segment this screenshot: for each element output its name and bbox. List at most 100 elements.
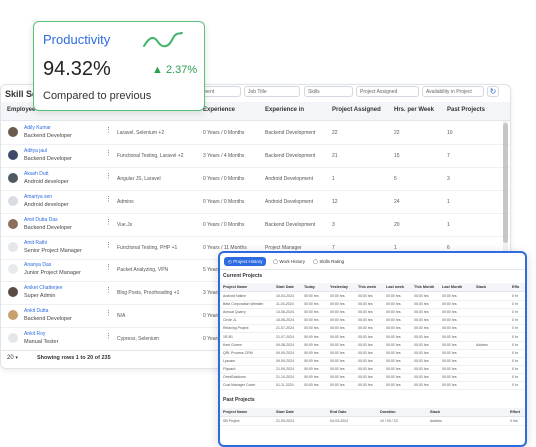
tab-project-history[interactable]: ◴ Project History	[224, 257, 267, 266]
filter-project-assigned-input[interactable]: Project Assigned	[356, 86, 419, 97]
productivity-change: ▲ 2.37%	[152, 64, 197, 76]
current-project-cell: 00:00 hrs	[358, 302, 373, 307]
current-project-cell: 0 hr	[512, 383, 519, 388]
cell-skills: Angular JS, Laravel	[117, 175, 161, 182]
table-row[interactable]: Akash Dutt Android developer ⋮ Angular JS, …	[1, 167, 510, 191]
current-project-cell: 00:00 hrs	[304, 334, 319, 339]
current-col-header[interactable]: Last week	[386, 285, 405, 289]
employee-role: Junior Project Manager	[24, 270, 81, 277]
current-project-cell: 00:00 hrs	[330, 350, 345, 355]
cell-skills: Admins	[117, 198, 134, 205]
current-project-cell: 00:00 hrs	[358, 326, 373, 331]
table-row[interactable]: Amit Dutta Das Backend Developer ⋮ Vue.Js 0 …	[1, 213, 510, 237]
current-col-header[interactable]: Stack	[476, 285, 487, 289]
more-vertical-icon[interactable]: ⋮	[105, 218, 112, 226]
current-project-cell: 0 hr	[512, 350, 519, 355]
current-project-cell: 00:00 hrs	[330, 375, 345, 379]
col-experience[interactable]: Experience	[203, 107, 236, 113]
more-vertical-icon[interactable]: ⋮	[105, 241, 112, 249]
table-row[interactable]: Adily Kumar Backend Developer ⋮ Laravel, Se…	[1, 121, 510, 145]
current-col-header[interactable]: Project Name	[223, 285, 248, 289]
past-col-header[interactable]: Stack	[430, 410, 441, 414]
cell-past: 3	[447, 175, 450, 182]
more-vertical-icon[interactable]: ⋮	[105, 287, 112, 295]
cell-hours: 20	[394, 221, 400, 228]
past-col-header[interactable]: End Date	[330, 410, 347, 414]
more-vertical-icon[interactable]: ⋮	[105, 264, 112, 272]
current-col-header[interactable]: This week	[358, 285, 377, 289]
table-row[interactable]: Amartya sen Android developer ⋮ Admins 0 Yea…	[1, 190, 510, 214]
current-project-row[interactable]: Lysoam 09-09-2024 00:00 hrs 00:00 hrs 00:00 …	[220, 357, 525, 366]
current-col-header[interactable]: Effo	[512, 285, 520, 289]
more-vertical-icon[interactable]: ⋮	[105, 149, 112, 157]
col-experience-in[interactable]: Experience in	[265, 107, 305, 113]
avatar	[8, 333, 18, 344]
more-vertical-icon[interactable]: ⋮	[105, 172, 112, 180]
current-project-row[interactable]: Annual Quarry 14-06-2024 00:00 hrs 00:00 hr…	[220, 308, 525, 318]
current-col-header[interactable]: Yesterday	[330, 285, 348, 289]
employee-name[interactable]: Aniket Chatterjee	[24, 285, 63, 292]
filter-department-input[interactable]: ment	[199, 86, 241, 97]
current-projects-title: Current Projects	[223, 273, 263, 279]
current-project-row[interactable]: Cost Manager Coder 01-11-2024 00:00 hrs 00:…	[220, 381, 525, 391]
current-col-header[interactable]: Today	[304, 285, 315, 289]
more-vertical-icon[interactable]: ⋮	[105, 195, 112, 203]
col-past-projects[interactable]: Past Projects	[447, 107, 486, 113]
avatar	[8, 218, 18, 229]
avatar	[8, 287, 18, 298]
more-vertical-icon[interactable]: ⋮	[105, 333, 112, 341]
current-col-header[interactable]: Start Date	[276, 285, 294, 289]
past-project-cell: 21-09-2024	[276, 419, 294, 423]
current-project-cell: 00:00 hrs	[386, 310, 401, 315]
filter-availability-input[interactable]: Availability in Project	[422, 86, 484, 97]
employee-name[interactable]: Ankit Roy	[24, 331, 46, 338]
employee-name[interactable]: Akash Dutt	[24, 170, 49, 177]
employee-name[interactable]: Adily Kumar	[24, 125, 51, 131]
current-project-row[interactable]: Android Native 10-04-2024 00:00 hrs 00:00 h…	[220, 292, 525, 301]
employee-name[interactable]: Amit Rathi	[24, 239, 48, 246]
current-project-row[interactable]: 1R-B1 21-07-2024 00:00 hrs 00:00 hrs 00:00 h…	[220, 333, 525, 342]
tab-skills-rating[interactable]: ◯ Skills Rating	[309, 257, 348, 266]
table-row[interactable]: Aditya jaul Backend Developer ⋮ Functional …	[1, 144, 510, 168]
col-project-assigned[interactable]: Project Assigned	[332, 107, 381, 113]
refresh-icon[interactable]: ↻	[487, 86, 499, 97]
filter-job-title-input[interactable]: Job Title	[244, 86, 300, 97]
employee-name[interactable]: Ankit Dutta	[24, 308, 49, 315]
cell-experience: 0 Years / 11 Months	[203, 244, 247, 251]
current-project-row[interactable]: OmniSolutions 21-10-2024 00:00 hrs 00:00 hr…	[220, 373, 525, 382]
past-project-cell: Adobes	[430, 419, 442, 423]
past-col-header[interactable]: Duration	[380, 410, 396, 414]
col-employee[interactable]: Employee	[7, 107, 36, 113]
past-project-row[interactable]: SB Project 21-09-2024 04-03-2024 10 / 09 / …	[220, 417, 525, 426]
current-project-cell: 00:00 hrs	[304, 358, 319, 363]
productivity-card: Productivity 94.32% ▲ 2.37% Compared to …	[33, 21, 205, 111]
filter-skills-input[interactable]: Skills	[304, 86, 353, 97]
employee-name[interactable]: Amit Dutta Das	[24, 216, 58, 223]
employee-name[interactable]: Ananya Das	[24, 262, 52, 269]
employee-role: Android developer	[24, 201, 69, 208]
current-col-header[interactable]: This Month	[414, 285, 435, 289]
more-vertical-icon[interactable]: ⋮	[105, 127, 112, 134]
past-col-header[interactable]: Effort	[510, 410, 521, 414]
employee-name[interactable]: Amartya sen	[24, 193, 53, 200]
current-project-row[interactable]: Relaxing Project 21-07-2024 00:00 hrs 00:00…	[220, 324, 525, 334]
page-size-select[interactable]: 20 ▾	[7, 355, 18, 361]
col-hrs-per-week[interactable]: Hrs. per Week	[394, 107, 434, 113]
scrollbar-thumb[interactable]	[503, 123, 508, 243]
current-col-header[interactable]: Last Month	[442, 285, 463, 289]
cell-experience-in: Project Manager	[265, 244, 302, 251]
more-vertical-icon[interactable]: ⋮	[105, 310, 112, 318]
current-project-cell: QRL Process CRM	[223, 350, 253, 355]
current-project-row[interactable]: Kent Gorem 09-08-2024 00:00 hrs 00:00 hrs 00…	[220, 341, 525, 350]
past-col-header[interactable]: Start Date	[276, 410, 294, 414]
arrow-up-icon: ▲	[152, 64, 163, 76]
current-project-row[interactable]: Circle JL 16-06-2024 00:00 hrs 00:00 hrs 00:…	[220, 316, 525, 326]
employee-name[interactable]: Aditya jaul	[24, 147, 48, 154]
current-project-row[interactable]: Flipcard 21-09-2024 00:00 hrs 00:00 hrs 00:0…	[220, 365, 525, 374]
tab-work-history[interactable]: ◯ Work History	[269, 257, 309, 266]
current-project-cell: 00:00 hrs	[414, 358, 429, 363]
past-col-header[interactable]: Project Name	[223, 410, 248, 414]
current-project-cell: 00:00 hrs	[386, 350, 401, 355]
current-project-row[interactable]: QRL Process CRM 09-09-2024 00:00 hrs 00:00 …	[220, 349, 525, 358]
current-project-row[interactable]: Beta Corporation Website 11-04-2024 00:00 …	[220, 300, 525, 310]
